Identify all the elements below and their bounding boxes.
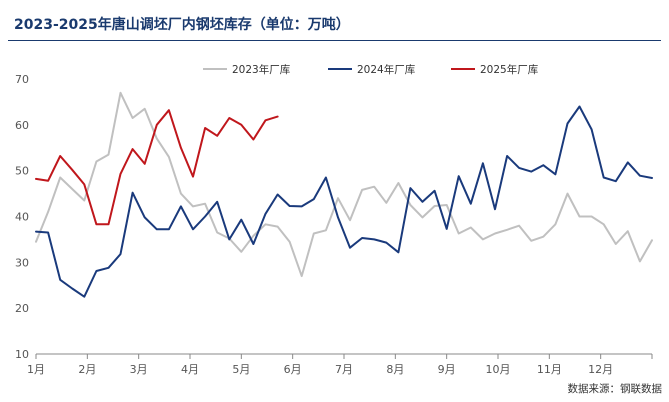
x-tick-label: 6月 [284, 363, 302, 376]
x-tick-label: 11月 [537, 363, 562, 376]
x-axis-ticks: 1月 2月 3月 4月 5月 6月 7月 8月 9月 10月 11月 12月 [27, 354, 653, 376]
x-tick-label: 3月 [130, 363, 148, 376]
legend-label: 2025年厂库 [480, 63, 538, 76]
legend: 2023年厂库 2024年厂库 2025年厂库 [203, 63, 538, 76]
y-axis-ticks: 10 20 30 40 50 60 70 [15, 73, 29, 361]
title-underline [8, 40, 661, 41]
x-tick-label: 1月 [27, 363, 45, 376]
x-tick-label: 2月 [78, 363, 96, 376]
source-note: 数据来源：钢联数据 [568, 382, 663, 395]
chart-title: 2023-2025年唐山调坯厂内钢坯库存（单位：万吨） [14, 17, 350, 33]
series-line-2023年厂库 [35, 91, 653, 278]
x-tick-label: 9月 [438, 363, 456, 376]
y-tick-label: 60 [15, 119, 29, 132]
series-line-2024年厂库 [35, 105, 653, 298]
legend-label: 2023年厂库 [232, 63, 290, 76]
x-tick-label: 10月 [486, 363, 511, 376]
y-tick-label: 30 [15, 256, 29, 269]
y-tick-label: 20 [15, 302, 29, 315]
legend-label: 2024年厂库 [357, 63, 415, 76]
series-line-2025年厂库 [35, 109, 279, 226]
series-lines [35, 91, 653, 298]
y-tick-label: 40 [15, 211, 29, 224]
y-tick-label: 50 [15, 165, 29, 178]
x-tick-label: 5月 [232, 363, 250, 376]
x-tick-label: 4月 [181, 363, 199, 376]
y-tick-label: 70 [15, 73, 29, 86]
x-tick-label: 8月 [386, 363, 404, 376]
y-tick-label: 10 [15, 348, 29, 361]
x-tick-label: 12月 [588, 363, 613, 376]
x-tick-label: 7月 [335, 363, 353, 376]
